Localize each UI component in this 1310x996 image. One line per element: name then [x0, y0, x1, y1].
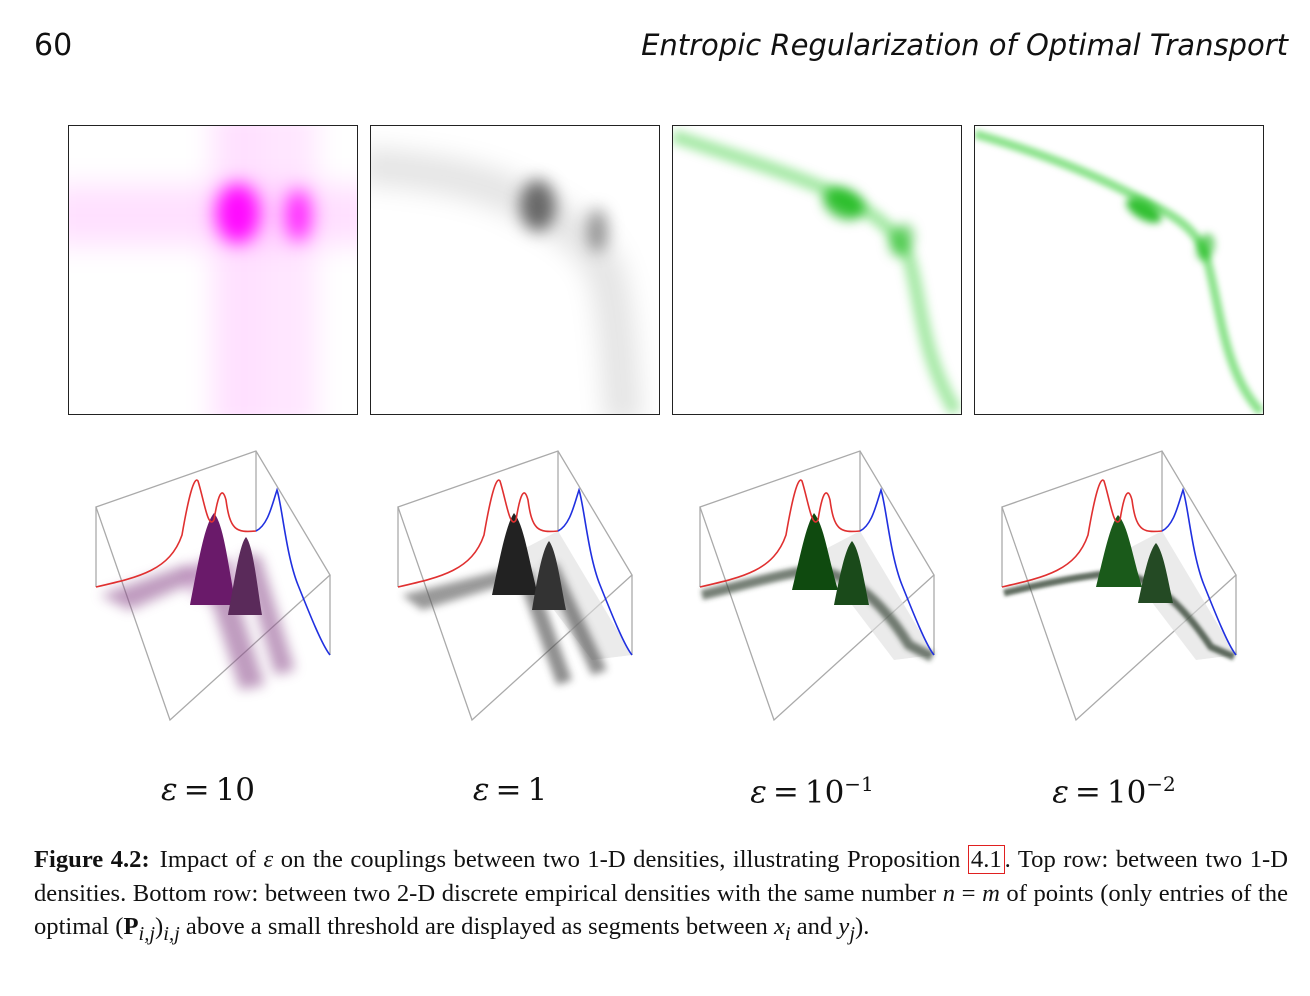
epsilon-label-1: ε = 10	[160, 772, 256, 808]
coupling-3d-plot-2	[392, 445, 642, 735]
epsilon-label-4: ε = 10−2	[1052, 772, 1176, 811]
epsilon-label-2: ε = 1	[472, 772, 548, 808]
coupling-heatmap-panel-1	[68, 125, 358, 415]
coupling-3d-plot-4	[996, 445, 1246, 735]
coupling-3d-plot-1	[90, 445, 340, 735]
figure-label: Figure 4.2:	[34, 846, 150, 873]
page-number: 60	[34, 28, 73, 63]
proposition-reference-link[interactable]: 4.1	[967, 845, 1005, 874]
epsilon-label-3: ε = 10−1	[750, 772, 874, 811]
coupling-heatmap-panel-2	[370, 125, 660, 415]
figure-caption: Figure 4.2: Impact of ε on the couplings …	[34, 845, 1288, 945]
coupling-heatmap-panel-4	[974, 125, 1264, 415]
running-title: Entropic Regularization of Optimal Trans…	[641, 28, 1288, 62]
coupling-heatmap-panel-3	[672, 125, 962, 415]
coupling-3d-plot-3	[694, 445, 944, 735]
